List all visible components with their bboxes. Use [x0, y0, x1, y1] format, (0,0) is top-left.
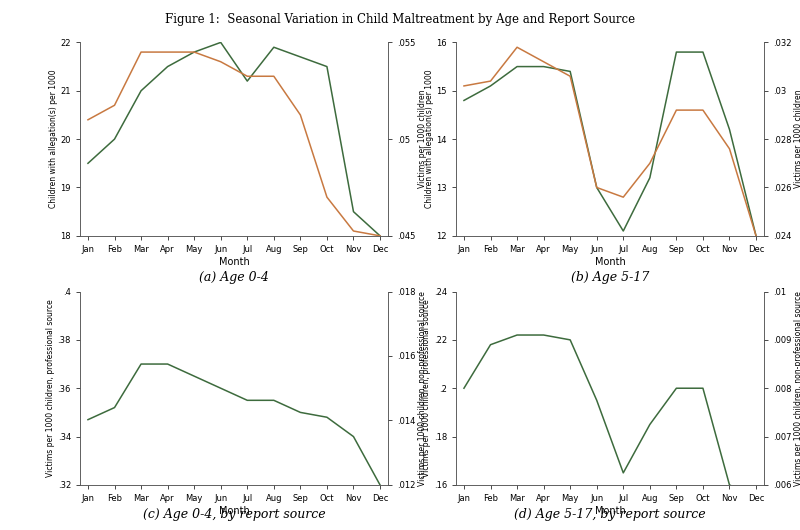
- Mean allegation rate: [190, 49, 199, 55]
- Mean victimization rate: [322, 194, 332, 200]
- Professional report: [592, 397, 602, 403]
- Mean allegation rate: [83, 160, 93, 166]
- Mean victimization rate: [190, 49, 199, 55]
- Text: (b) Age 5-17: (b) Age 5-17: [571, 271, 649, 284]
- Mean allegation rate: [269, 44, 278, 50]
- Y-axis label: Victims per 1000 children: Victims per 1000 children: [418, 90, 427, 188]
- Mean victimization rate: [83, 117, 93, 123]
- Mean allegation rate: [698, 49, 708, 55]
- Mean allegation rate: [163, 64, 173, 70]
- Professional report: [269, 397, 278, 403]
- Y-axis label: Victims per 1000 children, professional source: Victims per 1000 children, professional …: [422, 299, 431, 477]
- Mean victimization rate: [751, 233, 761, 239]
- Mean allegation rate: [459, 97, 469, 103]
- Mean victimization rate: [618, 194, 628, 200]
- Mean allegation rate: [110, 136, 119, 142]
- Mean victimization rate: [136, 49, 146, 55]
- Mean victimization rate: [242, 73, 252, 79]
- Professional report: [539, 332, 549, 338]
- Mean victimization rate: [486, 78, 495, 84]
- Professional report: [751, 494, 761, 500]
- Mean allegation rate: [242, 78, 252, 84]
- Professional report: [83, 417, 93, 423]
- Y-axis label: Children with allegation(s) per 1000: Children with allegation(s) per 1000: [49, 70, 58, 208]
- X-axis label: Month: Month: [218, 506, 250, 516]
- Line: Professional report: Professional report: [464, 335, 756, 497]
- Line: Mean victimization rate: Mean victimization rate: [464, 47, 756, 236]
- Mean allegation rate: [751, 233, 761, 239]
- Professional report: [216, 385, 226, 392]
- Mean allegation rate: [216, 39, 226, 46]
- Mean victimization rate: [375, 233, 385, 239]
- Mean victimization rate: [459, 83, 469, 89]
- Mean allegation rate: [349, 208, 358, 215]
- Mean victimization rate: [110, 102, 119, 109]
- Y-axis label: Victims per 1000 children, non-professional source: Victims per 1000 children, non-professio…: [794, 291, 800, 485]
- Mean victimization rate: [725, 146, 734, 152]
- Mean allegation rate: [539, 64, 549, 70]
- Professional report: [163, 361, 173, 367]
- Mean allegation rate: [645, 175, 654, 181]
- Professional report: [698, 385, 708, 392]
- Text: (c) Age 0-4, by report source: (c) Age 0-4, by report source: [142, 508, 326, 521]
- Legend: Mean allegation rate, Mean victimization rate: Mean allegation rate, Mean victimization…: [471, 295, 749, 311]
- Mean victimization rate: [295, 112, 305, 118]
- Mean allegation rate: [671, 49, 681, 55]
- Mean victimization rate: [698, 107, 708, 113]
- Professional report: [190, 373, 199, 379]
- Mean victimization rate: [566, 73, 575, 79]
- Professional report: [725, 482, 734, 488]
- Mean victimization rate: [592, 184, 602, 191]
- Mean allegation rate: [592, 184, 602, 191]
- Y-axis label: Children with allegation(s) per 1000: Children with allegation(s) per 1000: [425, 70, 434, 208]
- Mean allegation rate: [618, 228, 628, 234]
- Mean victimization rate: [645, 160, 654, 166]
- Line: Mean allegation rate: Mean allegation rate: [88, 42, 380, 236]
- Professional report: [322, 414, 332, 420]
- Professional report: [375, 482, 385, 488]
- Mean allegation rate: [486, 83, 495, 89]
- Professional report: [295, 409, 305, 416]
- Professional report: [110, 404, 119, 411]
- Mean victimization rate: [671, 107, 681, 113]
- Text: (d) Age 5-17, by report source: (d) Age 5-17, by report source: [514, 508, 706, 521]
- Professional report: [671, 385, 681, 392]
- Professional report: [645, 421, 654, 428]
- Professional report: [349, 434, 358, 440]
- Mean victimization rate: [269, 73, 278, 79]
- Mean victimization rate: [349, 228, 358, 234]
- Professional report: [486, 341, 495, 348]
- X-axis label: Month: Month: [594, 506, 626, 516]
- Professional report: [512, 332, 522, 338]
- X-axis label: Month: Month: [594, 257, 626, 267]
- Mean allegation rate: [322, 64, 332, 70]
- Professional report: [459, 385, 469, 392]
- Line: Mean allegation rate: Mean allegation rate: [464, 52, 756, 236]
- Professional report: [618, 470, 628, 476]
- Line: Professional report: Professional report: [88, 364, 380, 485]
- Y-axis label: Victims per 1000 children, professional source: Victims per 1000 children, professional …: [46, 299, 55, 477]
- Professional report: [566, 337, 575, 343]
- Legend: Mean allegation rate, Mean victimization rate: Mean allegation rate, Mean victimization…: [95, 295, 373, 311]
- Professional report: [242, 397, 252, 403]
- Text: (a) Age 0-4: (a) Age 0-4: [199, 271, 269, 284]
- Mean victimization rate: [539, 58, 549, 65]
- Professional report: [136, 361, 146, 367]
- X-axis label: Month: Month: [218, 257, 250, 267]
- Mean allegation rate: [725, 126, 734, 132]
- Mean allegation rate: [375, 233, 385, 239]
- Mean allegation rate: [295, 54, 305, 60]
- Mean allegation rate: [136, 87, 146, 94]
- Mean allegation rate: [566, 68, 575, 75]
- Mean victimization rate: [163, 49, 173, 55]
- Mean allegation rate: [512, 64, 522, 70]
- Mean victimization rate: [216, 58, 226, 65]
- Y-axis label: Victims per 1000 children, non-professional source: Victims per 1000 children, non-professio…: [418, 291, 427, 485]
- Line: Mean victimization rate: Mean victimization rate: [88, 52, 380, 236]
- Mean victimization rate: [512, 44, 522, 50]
- Y-axis label: Victims per 1000 children: Victims per 1000 children: [794, 90, 800, 188]
- Text: Figure 1:  Seasonal Variation in Child Maltreatment by Age and Report Source: Figure 1: Seasonal Variation in Child Ma…: [165, 13, 635, 26]
